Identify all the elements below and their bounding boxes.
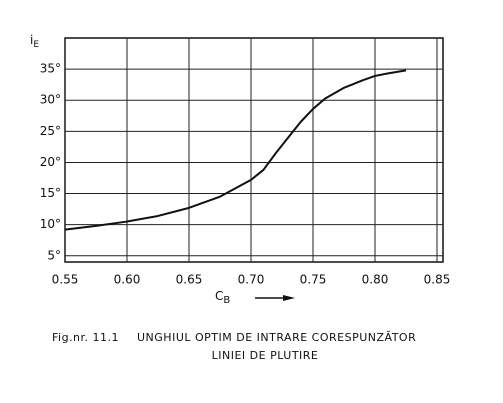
y-tick-label: 25° [40,124,61,138]
y-tick-label: 35° [40,62,61,76]
x-arrow-head [283,295,295,301]
x-tick-label: 0.75 [300,273,327,287]
x-axis-label: CB [215,289,230,307]
y-label-sub: E [33,40,39,50]
y-axis-label: iE [30,33,39,50]
caption-number: Fig.nr. 11.1 [52,331,119,344]
x-tick-label: 0.55 [52,273,79,287]
caption-line: UNGHIUL OPTIM DE INTRARE CORESPUNZĂTOR [137,331,416,344]
y-label-main: i [30,33,33,47]
y-tick-label: 30° [40,93,61,107]
y-tick-label: 5° [47,248,61,262]
y-tick-label: 10° [40,217,61,231]
x-tick-label: 0.60 [114,273,141,287]
x-label-main: C [215,289,223,303]
y-tick-label: 20° [40,155,61,169]
x-tick-label: 0.65 [176,273,203,287]
caption-line: LINIEI DE PLUTIRE [212,349,319,362]
x-tick-label: 0.85 [424,273,451,287]
x-tick-label: 0.70 [238,273,265,287]
plot-frame [64,37,444,263]
data-line [64,69,407,231]
x-label-sub: B [223,295,230,306]
y-tick-label: 15° [40,186,61,200]
x-tick-label: 0.80 [362,273,389,287]
